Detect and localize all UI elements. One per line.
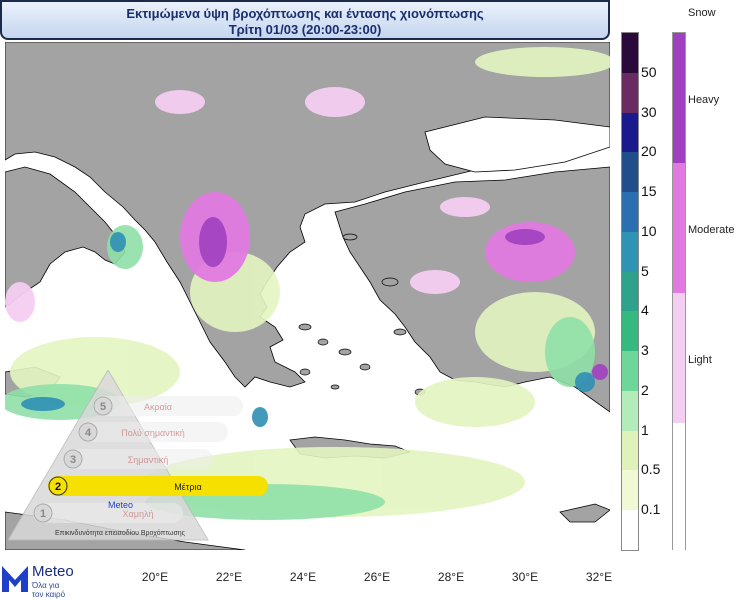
longitude-tick-label: 30°E bbox=[511, 570, 539, 584]
snow-legend-swatch bbox=[673, 293, 685, 423]
risk-level-label: Χαμηλή bbox=[123, 509, 154, 519]
longitude-tick-label: 26°E bbox=[363, 570, 391, 584]
precip-legend-swatch bbox=[622, 72, 638, 113]
precip-legend-swatch bbox=[622, 112, 638, 153]
risk-level-circle bbox=[48, 476, 68, 496]
precip-legend-label: 5 bbox=[641, 262, 649, 279]
snow-legend-title: Snow bbox=[688, 7, 716, 19]
precip-legend-label: 0.5 bbox=[641, 461, 661, 478]
risk-level-label: Ακραία bbox=[144, 402, 172, 412]
precip-legend-swatch bbox=[622, 271, 638, 312]
risk-level-label: Πολύ σημαντική bbox=[121, 428, 185, 438]
risk-level-number: 3 bbox=[70, 454, 76, 466]
logo-tagline-1: Όλα για bbox=[32, 581, 60, 590]
snow-legend-label: Heavy bbox=[688, 94, 720, 106]
longitude-tick-label: 28°E bbox=[437, 570, 465, 584]
snow-heavy-areas bbox=[199, 217, 608, 380]
longitude-tick-label: 32°E bbox=[585, 570, 613, 584]
meteo-logo-icon bbox=[2, 566, 28, 592]
precip-legend-swatch bbox=[622, 231, 638, 272]
precip-legend-label: 30 bbox=[641, 103, 657, 120]
snow-light-areas bbox=[5, 87, 490, 322]
map-title-box: Εκτιμώμενα ύψη βροχόπτωσης και έντασης χ… bbox=[0, 0, 610, 40]
black-sea bbox=[424, 116, 610, 173]
rain-heavy-areas bbox=[21, 232, 595, 427]
precip-legend-swatch bbox=[622, 311, 638, 352]
risk-level-number: 1 bbox=[40, 508, 46, 520]
longitude-tick-label: 20°E bbox=[141, 570, 169, 584]
precip-legend-swatch bbox=[622, 470, 638, 511]
precip-legend-label: 4 bbox=[641, 302, 649, 319]
precip-legend-label: 50 bbox=[641, 63, 657, 80]
risk-scale-panel: 1 Χαμηλή 2 Μέτρια 3 Σημαντική 4 Πολύ σημαντική 5… bbox=[8, 370, 268, 541]
risk-level-circle bbox=[33, 503, 53, 523]
precip-legend-label: 20 bbox=[641, 143, 657, 160]
precip-legend-label: 2 bbox=[641, 381, 649, 398]
precip-legend-label: 15 bbox=[641, 183, 657, 200]
risk-level-number: 4 bbox=[85, 427, 92, 439]
precip-legend-swatch bbox=[622, 430, 638, 471]
risk-level-pill bbox=[48, 476, 268, 496]
risk-level-pill bbox=[63, 449, 213, 469]
precip-legend-swatch bbox=[622, 192, 638, 232]
snow-legend-swatch bbox=[673, 163, 685, 293]
risk-level-number: 5 bbox=[100, 401, 106, 413]
logo-name: Meteo bbox=[32, 563, 74, 580]
risk-level-label: Σημαντική bbox=[128, 455, 169, 465]
precip-legend-swatch bbox=[622, 510, 638, 550]
risk-level-label: Μέτρια bbox=[174, 482, 201, 492]
logo-tagline: Όλα για τον καιρό bbox=[32, 581, 65, 599]
risk-level-circle bbox=[63, 449, 83, 469]
risk-level-circle bbox=[93, 396, 113, 416]
risk-level-pill bbox=[33, 503, 183, 523]
risk-caption: Επικινδυνότητα επεισοδίου Βροχόπτωσης bbox=[54, 530, 186, 537]
snow-legend-bar bbox=[672, 32, 686, 551]
snow-legend-swatch bbox=[673, 423, 685, 551]
precip-legend-label: 10 bbox=[641, 222, 657, 239]
risk-level-pill bbox=[78, 422, 228, 442]
cyprus-island bbox=[559, 503, 610, 523]
precip-legend-label: 3 bbox=[641, 342, 649, 359]
precip-legend-swatch bbox=[622, 351, 638, 391]
map-title-line1: Εκτιμώμενα ύψη βροχόπτωσης και έντασης χ… bbox=[126, 6, 484, 21]
longitude-tick-label: 22°E bbox=[215, 570, 243, 584]
precip-legend-swatch bbox=[622, 390, 638, 431]
precip-legend-swatch bbox=[622, 152, 638, 193]
snow-legend-label: Light bbox=[688, 354, 712, 366]
logo-tagline-2: τον καιρό bbox=[32, 590, 66, 599]
precipitation-legend-bar bbox=[621, 32, 639, 551]
risk-brand-label: Meteo bbox=[108, 500, 133, 510]
snow-legend-swatch bbox=[673, 33, 685, 163]
snow-legend-label: Moderate bbox=[688, 224, 735, 236]
risk-level-circle bbox=[78, 422, 98, 442]
precip-legend-label: 1 bbox=[641, 421, 649, 438]
map-title-line2: Τρίτη 01/03 (20:00-23:00) bbox=[228, 22, 382, 37]
precipitation-map bbox=[5, 42, 610, 550]
precip-legend-swatch bbox=[622, 33, 638, 73]
risk-level-pill bbox=[93, 396, 243, 416]
precip-legend-label: 0.1 bbox=[641, 501, 661, 518]
risk-level-number: 2 bbox=[55, 481, 61, 493]
longitude-tick-label: 24°E bbox=[289, 570, 317, 584]
